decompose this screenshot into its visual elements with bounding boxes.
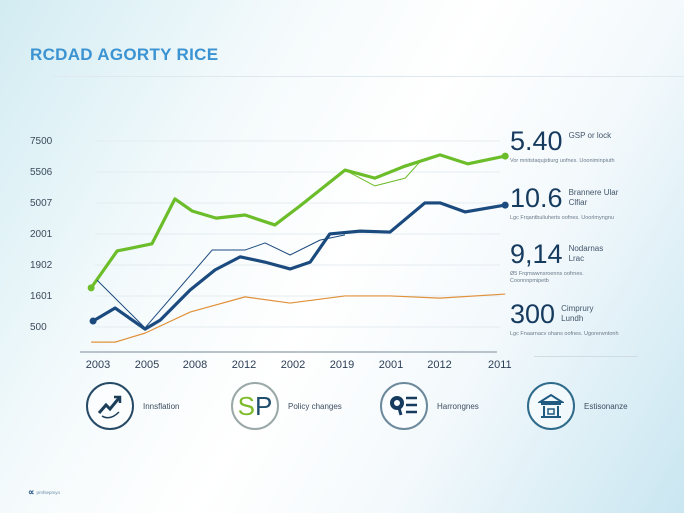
footer-logo: ∝ prnfsepmyo — [28, 487, 60, 498]
x-tick-label: 2012 — [232, 359, 256, 371]
stat-label: GSP or lock — [568, 131, 612, 140]
chart-title: RCDAD AGORTY RICE — [30, 45, 219, 64]
trend-up-icon — [86, 382, 134, 430]
stat-description: Lgc Fnaarnacv ohans oofnes. Ugorerwntonh — [510, 331, 619, 337]
stat-description: Lgc Frqantbuliuherts oofnes. Uoorlmyngnu — [510, 215, 614, 221]
stat-block: 9,14 Nodarnas Lrac Ø5 Frqmwwnsroenns oofrn… — [510, 240, 670, 285]
x-tick-label: 2012 — [427, 359, 451, 371]
x-tick-label: 2019 — [330, 359, 354, 371]
y-tick-label: 1601 — [30, 291, 53, 302]
factor-search: Harrongnes — [380, 380, 479, 432]
stat-label: Cimprury Lundh — [561, 304, 594, 323]
divider — [54, 76, 684, 77]
x-tick-label: 2011 — [488, 359, 512, 371]
y-tick-label: 5506 — [30, 167, 53, 178]
stat-description: Vor mnitstaqujstiurg uofnes. Uooniminpiu… — [510, 158, 615, 164]
stat-label: Brannere Ular Clfiar — [568, 188, 619, 207]
series-line-orange — [91, 293, 506, 343]
y-tick-label: 500 — [30, 322, 47, 333]
series-line-navy-thin — [96, 234, 346, 329]
x-tick-label: 2002 — [281, 359, 305, 371]
x-tick-label: 2008 — [183, 359, 207, 371]
search-list-icon — [380, 382, 428, 430]
series-start-point — [89, 317, 97, 325]
series-end-point — [501, 152, 509, 160]
stat-block: 5.40 GSP or lock Vor mnitstaqujstiurg uofn… — [510, 127, 670, 165]
bank-icon — [527, 382, 575, 430]
x-tick-label: 2003 — [86, 359, 110, 371]
factor-inflation: Innsflation — [86, 380, 179, 432]
stat-value: 300 — [510, 299, 556, 329]
stat-label: Nodarnas Lrac — [568, 244, 604, 263]
series-line-green-thin — [344, 159, 422, 187]
y-tick-label: 2001 — [30, 229, 53, 240]
factor-bank: Estisonanze — [527, 380, 628, 432]
y-tick-label: 1902 — [30, 260, 53, 271]
factor-label: Harrongnes — [437, 401, 479, 411]
stat-block: 300 Cimprury Lundh Lgc Fnaarnacv ohans oof… — [510, 300, 670, 338]
y-tick-label: 7500 — [30, 136, 53, 147]
series-line-green-main — [89, 153, 506, 289]
stat-block: 10.6 Brannere Ular Clfiar Lgc Frqantbuliuh… — [510, 184, 670, 222]
factor-label: Estisonanze — [584, 401, 628, 411]
sp-p-glyph: P — [255, 390, 273, 421]
divider — [534, 356, 638, 357]
stat-description: Ø5 Frqmwwnsroenns oofrnes. Coonnnpmipetb — [510, 271, 584, 284]
stat-value: 5.40 — [510, 126, 563, 156]
factor-label: Innsflation — [143, 401, 180, 411]
x-tick-label: 2001 — [379, 359, 403, 371]
x-tick-label: 2005 — [135, 359, 159, 371]
series-start-point — [87, 284, 95, 292]
logo-mark-icon: ∝ — [28, 487, 35, 497]
footer-text: prnfsepmyo — [36, 490, 60, 495]
stat-value: 9,14 — [510, 239, 563, 269]
y-tick-label: 5007 — [30, 198, 53, 209]
series-line-navy-main — [92, 201, 506, 331]
series-end-point — [501, 201, 509, 209]
stat-value: 10.6 — [510, 183, 563, 213]
sp-s-glyph: S — [237, 390, 255, 421]
factor-label: Policy changes — [288, 401, 342, 411]
